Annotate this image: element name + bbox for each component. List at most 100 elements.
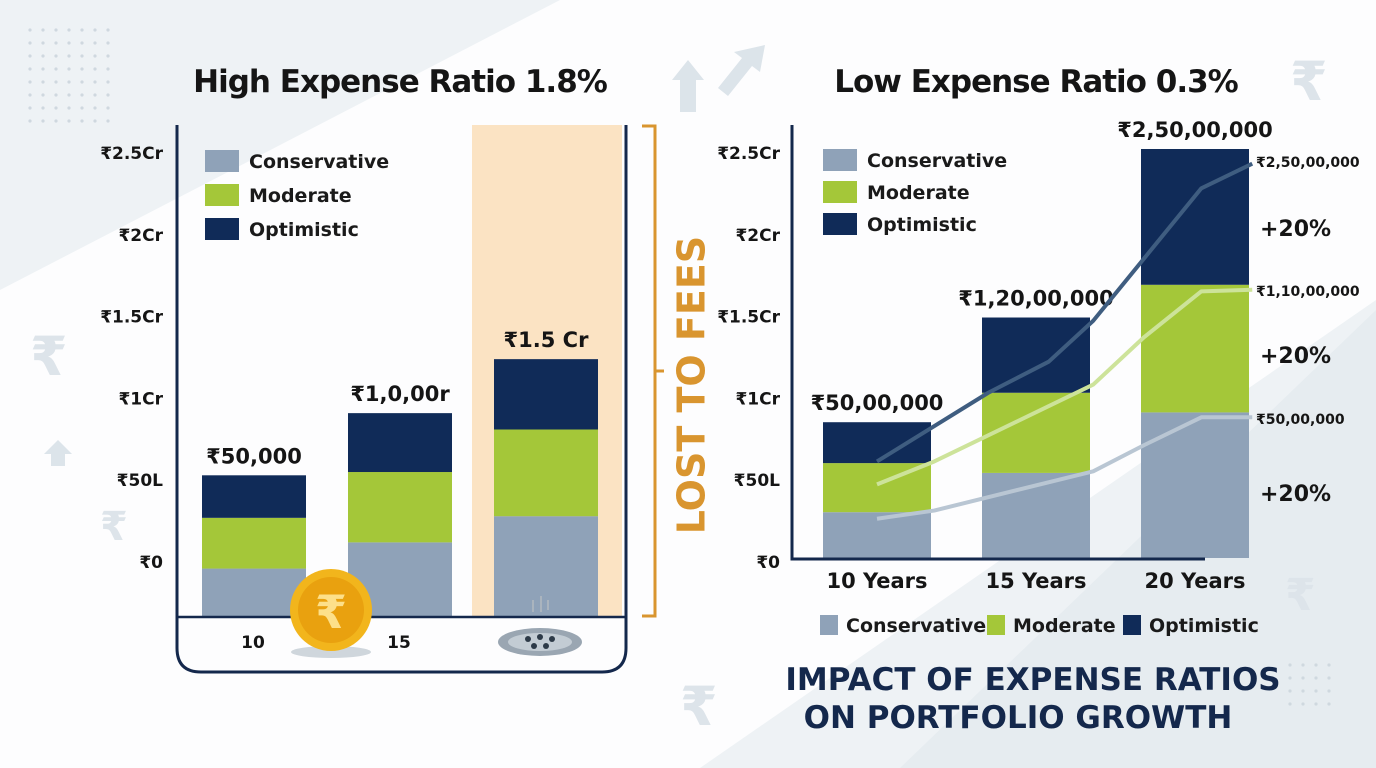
y-tick-label: ₹1Cr (735, 389, 780, 409)
svg-text:₹: ₹ (1285, 570, 1316, 621)
dot (28, 119, 32, 123)
dot (1314, 676, 1318, 680)
dot (80, 54, 84, 58)
dot (93, 106, 97, 110)
y-tick-label: ₹2.5Cr (100, 144, 163, 164)
bar-total-label: ₹50,00,000 (811, 391, 944, 415)
dot (41, 28, 45, 32)
dot (67, 93, 71, 97)
bar-segment-moderate (348, 472, 452, 543)
end-value-label: ₹2,50,00,000 (1256, 155, 1360, 171)
fees-bracket (642, 124, 664, 618)
legend-label: Conservative (867, 150, 1007, 172)
y-tick-label: ₹2Cr (118, 226, 163, 246)
y-tick-label: ₹1.5Cr (717, 308, 780, 328)
svg-text:₹: ₹ (100, 504, 128, 550)
dot (54, 119, 58, 123)
x-label: 10 (241, 633, 265, 653)
dot (41, 41, 45, 45)
dot (1301, 676, 1305, 680)
legend-label: Moderate (867, 182, 970, 204)
bar-segment-optimistic (1141, 149, 1249, 285)
dot (80, 119, 84, 123)
legend-swatch-optimistic (1123, 615, 1141, 635)
legend-label: Moderate (1013, 615, 1116, 637)
right-chart-title: Low Expense Ratio 0.3% (834, 64, 1238, 100)
left-chart-frame (175, 125, 628, 674)
y-tick-label: ₹1.5Cr (100, 308, 163, 328)
dot (28, 54, 32, 58)
dot (67, 67, 71, 71)
y-tick-label: ₹1Cr (118, 389, 163, 409)
bar-segment-conservative (1141, 412, 1249, 558)
dot (80, 28, 84, 32)
legend-swatch-moderate (823, 181, 857, 203)
dot (93, 67, 97, 71)
footer-title-line1: IMPACT OF EXPENSE RATIOS (785, 662, 1280, 698)
legend-swatch-conservative (823, 149, 857, 171)
y-tick-label: ₹50L (117, 471, 163, 491)
legend-label: Optimistic (1149, 615, 1259, 637)
trend-line-conservative (876, 415, 1253, 521)
dot (106, 67, 110, 71)
dot (1301, 663, 1305, 667)
growth-label: +20% (1260, 217, 1331, 242)
dot (54, 106, 58, 110)
legend-label: Conservative (249, 151, 389, 173)
bar-segment-moderate (982, 392, 1090, 473)
svg-text:₹: ₹ (1290, 50, 1328, 113)
rupee-coin-icon: ₹ (290, 569, 372, 658)
dot (67, 106, 71, 110)
dot (54, 80, 58, 84)
bar-total-label: ₹1,20,00,000 (958, 287, 1113, 311)
dot (28, 67, 32, 71)
svg-text:₹: ₹ (30, 325, 68, 388)
bar-segment-moderate (494, 429, 598, 517)
dot (41, 80, 45, 84)
dot (1301, 689, 1305, 693)
dot (1301, 702, 1305, 706)
dot (93, 80, 97, 84)
y-tick-label: ₹2.5Cr (717, 144, 780, 164)
dot (106, 119, 110, 123)
dot (93, 119, 97, 123)
bar-segment-conservative (202, 568, 306, 616)
legend-swatch-moderate (987, 615, 1005, 635)
dot (28, 93, 32, 97)
legend-label: Optimistic (867, 214, 977, 236)
dot (80, 41, 84, 45)
end-value-label: ₹50,00,000 (1256, 412, 1345, 428)
legend-label: Conservative (846, 615, 986, 637)
legend-swatch-optimistic (205, 218, 239, 240)
background-shape (900, 310, 1376, 768)
dot (54, 54, 58, 58)
dot (1327, 702, 1331, 706)
growth-label: +20% (1260, 344, 1331, 369)
dot (80, 93, 84, 97)
legend-swatch-conservative (205, 150, 239, 172)
legend-swatch-moderate (205, 184, 239, 206)
dot (106, 93, 110, 97)
dot-pattern (28, 28, 1331, 706)
dot (1327, 689, 1331, 693)
dot (67, 80, 71, 84)
bar-segment-conservative (494, 516, 598, 616)
dot (41, 67, 45, 71)
dot (1327, 663, 1331, 667)
dot (106, 41, 110, 45)
dot (1314, 663, 1318, 667)
dot (54, 41, 58, 45)
rupee-watermark-icon: ₹ ₹ ₹ ₹ ₹ (30, 50, 1328, 738)
dot (41, 54, 45, 58)
dot (106, 54, 110, 58)
svg-text:₹: ₹ (680, 675, 718, 738)
bar-total-label: ₹2,50,00,000 (1117, 118, 1272, 142)
dot (67, 41, 71, 45)
dot (106, 80, 110, 84)
svg-text:₹: ₹ (315, 585, 347, 639)
bar-segment-optimistic (494, 359, 598, 430)
x-label: 20 Years (1144, 569, 1245, 593)
dot (1288, 702, 1292, 706)
growth-label: +20% (1260, 482, 1331, 507)
